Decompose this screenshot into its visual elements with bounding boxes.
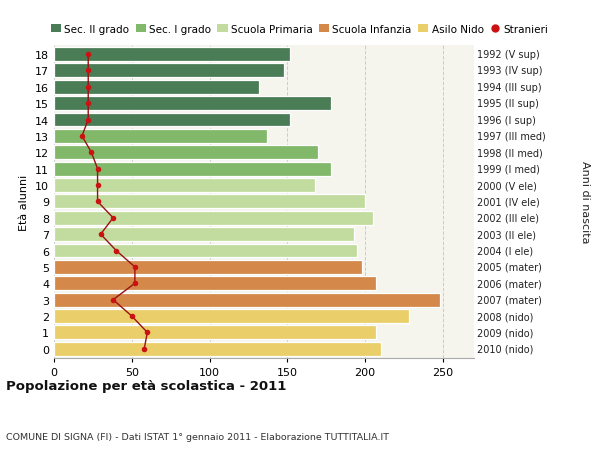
Bar (54, 179, 316, 193)
Text: Popolazione per età scolastica - 2011: Popolazione per età scolastica - 2011 (6, 380, 286, 392)
Text: 2008 (nido): 2008 (nido) (477, 311, 533, 321)
Point (83, 117, 93, 124)
Point (112, 247, 121, 255)
Point (93, 198, 103, 206)
Bar (54, 162, 331, 176)
Point (109, 215, 118, 222)
Point (77, 133, 87, 140)
Bar (54, 293, 440, 307)
Bar (54, 244, 358, 258)
Text: 2009 (nido): 2009 (nido) (477, 328, 533, 338)
Text: 2004 (I ele): 2004 (I ele) (477, 246, 533, 256)
Bar (54, 211, 373, 225)
Text: 1994 (III sup): 1994 (III sup) (477, 83, 542, 93)
Bar (54, 129, 267, 144)
Text: 1996 (I sup): 1996 (I sup) (477, 115, 536, 125)
Text: 1995 (II sup): 1995 (II sup) (477, 99, 539, 109)
Point (93, 166, 103, 173)
Text: 1993 (IV sup): 1993 (IV sup) (477, 66, 542, 76)
Text: 2010 (nido): 2010 (nido) (477, 344, 533, 354)
Point (109, 297, 118, 304)
Point (139, 345, 149, 353)
Text: Anni di nascita: Anni di nascita (580, 161, 590, 243)
Bar (54, 342, 380, 356)
Point (96, 231, 106, 238)
Point (83, 84, 93, 91)
Bar (54, 97, 331, 111)
Text: 2005 (mater): 2005 (mater) (477, 263, 542, 272)
Point (86, 149, 96, 157)
Y-axis label: Età alunni: Età alunni (19, 174, 29, 230)
Bar (54, 228, 354, 241)
Bar (54, 195, 365, 209)
Bar (54, 326, 376, 340)
Bar (54, 260, 362, 274)
Text: 2006 (mater): 2006 (mater) (477, 279, 542, 289)
Bar (54, 277, 376, 291)
Point (130, 280, 140, 287)
Point (83, 67, 93, 75)
Bar (54, 81, 259, 95)
Point (127, 313, 137, 320)
Point (93, 182, 103, 189)
Bar (54, 113, 290, 127)
Text: 2007 (mater): 2007 (mater) (477, 295, 542, 305)
Text: 1999 (I med): 1999 (I med) (477, 164, 540, 174)
Bar (54, 309, 409, 323)
Text: 1998 (II med): 1998 (II med) (477, 148, 543, 158)
Bar (54, 64, 284, 78)
Text: COMUNE DI SIGNA (FI) - Dati ISTAT 1° gennaio 2011 - Elaborazione TUTTITALIA.IT: COMUNE DI SIGNA (FI) - Dati ISTAT 1° gen… (6, 431, 389, 441)
Bar (54, 48, 290, 62)
Point (83, 100, 93, 107)
Text: 2000 (V ele): 2000 (V ele) (477, 181, 537, 190)
Text: 1992 (V sup): 1992 (V sup) (477, 50, 540, 60)
Text: 2001 (IV ele): 2001 (IV ele) (477, 197, 540, 207)
Point (130, 263, 140, 271)
Text: 2002 (III ele): 2002 (III ele) (477, 213, 539, 223)
Text: 1997 (III med): 1997 (III med) (477, 132, 546, 141)
Point (83, 51, 93, 59)
Point (143, 329, 152, 336)
Text: 2003 (II ele): 2003 (II ele) (477, 230, 536, 240)
Legend: Sec. II grado, Sec. I grado, Scuola Primaria, Scuola Infanzia, Asilo Nido, Stran: Sec. II grado, Sec. I grado, Scuola Prim… (51, 24, 548, 34)
Bar (54, 146, 319, 160)
